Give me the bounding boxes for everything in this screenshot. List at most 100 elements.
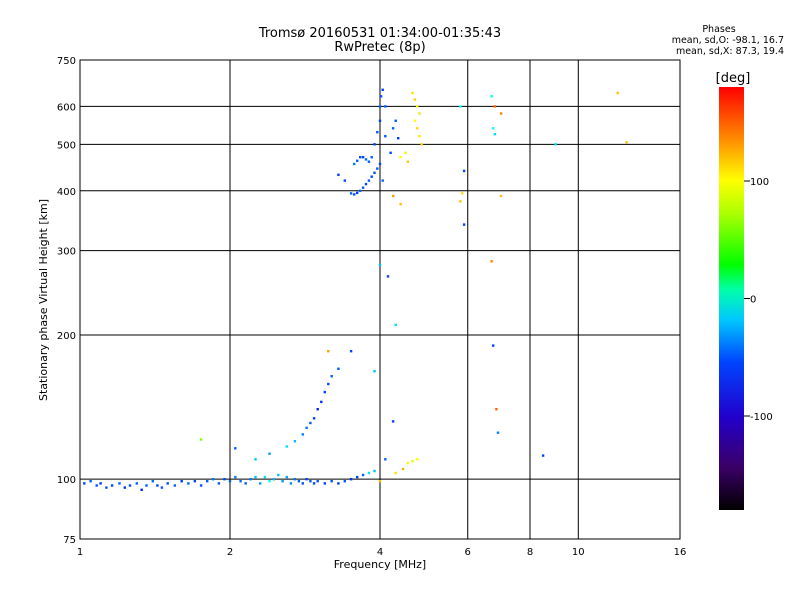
data-point xyxy=(376,131,379,134)
data-point xyxy=(367,160,371,163)
data-point xyxy=(239,480,242,483)
data-point xyxy=(263,475,267,479)
data-point xyxy=(381,179,384,182)
data-point xyxy=(416,105,419,108)
data-point xyxy=(244,482,247,485)
data-point xyxy=(394,119,397,122)
data-point xyxy=(305,478,308,481)
colorbar-tick-label: 0 xyxy=(750,295,756,306)
data-point xyxy=(337,367,340,370)
data-point xyxy=(277,473,280,477)
data-point xyxy=(323,390,326,394)
data-point xyxy=(140,488,143,491)
data-point xyxy=(376,167,379,170)
data-point xyxy=(187,482,190,485)
data-point xyxy=(404,151,407,154)
data-points xyxy=(83,88,628,491)
data-point xyxy=(305,426,308,429)
data-point xyxy=(401,467,405,471)
colorbar-tick-label: 100 xyxy=(750,177,769,188)
data-point xyxy=(391,194,395,198)
data-point xyxy=(309,480,312,483)
data-point xyxy=(499,112,503,115)
data-point xyxy=(359,189,362,192)
data-point xyxy=(193,480,196,483)
data-point xyxy=(118,482,121,485)
data-point xyxy=(337,173,340,176)
data-point xyxy=(462,169,466,173)
data-point xyxy=(173,484,176,487)
data-point xyxy=(416,458,419,461)
data-point xyxy=(378,105,382,108)
data-point xyxy=(327,350,330,353)
data-point xyxy=(381,88,384,91)
data-point xyxy=(378,162,382,166)
data-point xyxy=(356,475,359,479)
y-tick-label: 750 xyxy=(57,56,76,67)
data-point xyxy=(151,480,154,483)
data-point xyxy=(234,447,237,450)
data-point xyxy=(301,433,304,436)
y-tick-label: 400 xyxy=(57,187,76,198)
data-point xyxy=(492,344,495,347)
data-point xyxy=(356,159,359,162)
data-point xyxy=(462,223,466,226)
data-point xyxy=(110,484,114,487)
x-tick-label: 8 xyxy=(527,547,533,558)
data-point xyxy=(166,482,169,485)
data-point xyxy=(378,263,382,267)
x-axis-label: Frequency [MHz] xyxy=(334,558,426,571)
data-point xyxy=(413,98,417,101)
data-point xyxy=(281,480,284,483)
data-point xyxy=(356,191,359,195)
data-point xyxy=(309,421,312,425)
data-point xyxy=(297,480,301,483)
data-point xyxy=(384,135,387,138)
data-point xyxy=(89,480,92,483)
colorbar-tick-label: -100 xyxy=(750,412,773,423)
y-tick-label: 200 xyxy=(57,331,76,342)
x-tick-label: 10 xyxy=(572,547,585,558)
data-point xyxy=(312,482,316,485)
data-point xyxy=(370,156,373,159)
phase-statistics-x: mean, sd,X: 87.3, 19.4 xyxy=(675,46,784,57)
data-point xyxy=(217,482,221,485)
data-point xyxy=(180,480,183,483)
data-point xyxy=(312,417,316,420)
data-point xyxy=(391,420,395,423)
data-point xyxy=(199,438,203,441)
data-point xyxy=(105,486,108,489)
data-point xyxy=(199,484,203,487)
data-point xyxy=(323,482,326,485)
colorbar-label: [deg] xyxy=(716,71,751,86)
data-point xyxy=(461,192,464,195)
data-point xyxy=(156,484,159,487)
data-point xyxy=(386,275,390,278)
x-tick-label: 4 xyxy=(377,547,383,558)
data-point xyxy=(330,375,333,378)
data-point xyxy=(320,400,323,404)
data-point xyxy=(391,127,395,130)
data-point xyxy=(418,112,421,115)
data-point xyxy=(123,486,126,489)
data-point xyxy=(95,484,98,487)
phase-statistics-o: mean, sd,O: -98.1, 16.7 xyxy=(671,35,784,46)
data-point xyxy=(268,452,271,455)
x-tick-label: 2 xyxy=(227,547,233,558)
y-tick-label: 300 xyxy=(57,247,76,258)
data-point xyxy=(554,143,557,146)
data-point xyxy=(343,480,346,483)
data-point xyxy=(496,431,500,434)
data-point xyxy=(327,382,330,386)
data-point xyxy=(301,482,304,485)
y-axis-label: Stationary phase Virtual Height [km] xyxy=(37,199,50,401)
data-point xyxy=(211,478,215,481)
data-point xyxy=(99,482,102,485)
data-point xyxy=(418,135,421,138)
data-point xyxy=(384,458,387,461)
data-point xyxy=(413,119,417,122)
y-tick-labels: 75 100 200 300 400 500 600 750 xyxy=(57,56,76,546)
data-point xyxy=(411,91,414,95)
data-point xyxy=(83,482,86,485)
